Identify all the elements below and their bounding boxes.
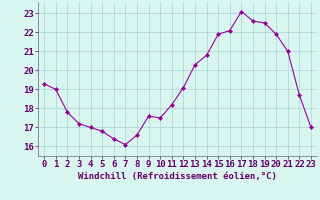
X-axis label: Windchill (Refroidissement éolien,°C): Windchill (Refroidissement éolien,°C) — [78, 172, 277, 181]
